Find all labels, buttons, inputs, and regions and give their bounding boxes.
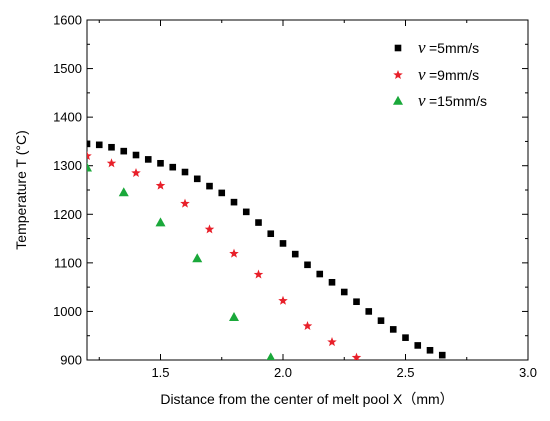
x-axis: 1.5 2.0 2.5 3.0 xyxy=(98,20,537,380)
data-point-series-1 xyxy=(353,298,360,306)
data-point-series-2 xyxy=(155,180,166,190)
x-tick-label: 2.5 xyxy=(396,365,414,380)
data-point-series-1 xyxy=(108,143,115,151)
data-point-series-1 xyxy=(193,175,201,183)
data-point-series-1 xyxy=(267,230,275,238)
data-point-series-1 xyxy=(328,278,336,286)
data-point-series-3 xyxy=(229,312,239,322)
series-1 xyxy=(87,140,446,359)
data-point-series-1 xyxy=(120,147,128,155)
data-point-series-3 xyxy=(87,162,92,172)
data-point-series-1 xyxy=(206,182,213,190)
y-tick-label: 1300 xyxy=(53,158,82,173)
data-point-series-2 xyxy=(229,248,239,258)
y-tick-label: 1400 xyxy=(53,110,82,125)
x-tick-label: 1.5 xyxy=(151,365,169,380)
legend-symbol-v: v xyxy=(418,65,426,84)
data-point-series-1 xyxy=(402,334,409,341)
y-tick-label: 1000 xyxy=(53,304,82,319)
data-point-series-2 xyxy=(327,337,337,347)
data-point-series-1 xyxy=(389,326,397,333)
data-point-series-1 xyxy=(426,346,434,354)
data-point-series-2 xyxy=(278,295,288,305)
data-point-series-1 xyxy=(365,308,373,315)
series-2 xyxy=(87,151,362,360)
data-point-series-1 xyxy=(316,270,324,278)
x-tick-label: 3.0 xyxy=(519,365,537,380)
data-point-series-1 xyxy=(377,317,385,324)
data-point-series-1 xyxy=(304,261,311,269)
data-point-series-2 xyxy=(106,158,117,168)
legend-symbol-v: v xyxy=(418,91,426,110)
y-tick-label: 1600 xyxy=(53,13,82,28)
legend-label-series-2: =9mm/s xyxy=(429,67,479,83)
data-point-series-1 xyxy=(242,208,250,216)
legend: v =5mm/sv =9mm/sv =15mm/s xyxy=(393,38,487,110)
data-point-series-3 xyxy=(192,253,203,263)
y-tick-label: 1100 xyxy=(54,255,82,270)
data-point-series-1 xyxy=(87,140,91,148)
y-tick-label: 1500 xyxy=(53,61,82,76)
data-point-series-3 xyxy=(118,187,129,197)
data-point-series-2 xyxy=(253,269,264,279)
x-axis-title: Distance from the center of melt pool X（… xyxy=(160,391,453,407)
legend-marker-series-1 xyxy=(394,44,402,52)
legend-symbol-v: v xyxy=(418,38,426,57)
legend-label-series-3: =15mm/s xyxy=(429,93,487,109)
legend-marker-series-2 xyxy=(393,70,403,80)
data-point-series-1 xyxy=(291,250,299,258)
series-3 xyxy=(87,162,275,360)
data-point-series-1 xyxy=(438,351,446,359)
data-point-series-1 xyxy=(230,198,238,206)
data-point-series-1 xyxy=(95,141,103,149)
data-point-series-1 xyxy=(169,163,177,171)
data-point-series-1 xyxy=(414,342,422,349)
y-tick-label: 900 xyxy=(60,353,82,368)
legend-marker-series-3 xyxy=(393,95,403,105)
data-point-series-1 xyxy=(157,159,164,167)
data-point-series-3 xyxy=(266,352,275,360)
data-layer xyxy=(87,140,446,360)
y-axis: 900 1000 1100 1200 1300 1400 1500 1600 xyxy=(53,13,528,368)
data-point-series-1 xyxy=(255,219,262,226)
data-point-series-1 xyxy=(218,189,226,197)
data-point-series-1 xyxy=(340,288,348,296)
data-point-series-1 xyxy=(132,151,140,159)
x-tick-label: 2.0 xyxy=(274,365,292,380)
data-point-series-2 xyxy=(131,168,141,178)
data-point-series-1 xyxy=(144,156,152,163)
data-point-series-1 xyxy=(181,168,189,176)
data-point-series-2 xyxy=(87,151,92,161)
legend-label-series-1: =5mm/s xyxy=(429,40,479,56)
data-point-series-1 xyxy=(279,240,287,247)
data-point-series-3 xyxy=(155,217,166,227)
data-point-series-2 xyxy=(351,352,362,360)
data-point-series-2 xyxy=(180,198,190,208)
data-point-series-2 xyxy=(204,224,215,234)
y-tick-label: 1200 xyxy=(53,207,82,222)
y-axis-title: Temperature T (°C) xyxy=(13,130,29,249)
data-point-series-2 xyxy=(302,321,313,331)
